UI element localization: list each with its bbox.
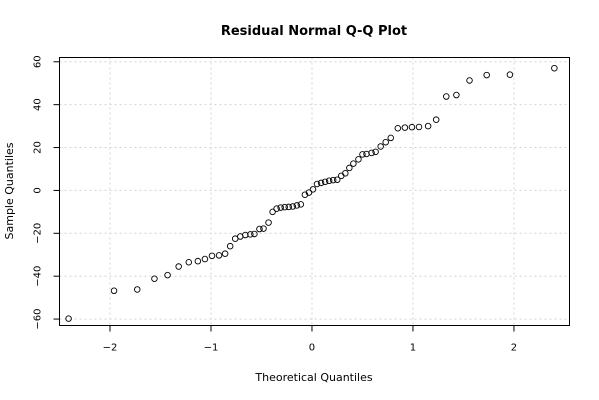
grid-lines <box>59 57 570 326</box>
y-tick-label: 20 <box>33 141 44 154</box>
data-point <box>226 242 234 250</box>
data-point <box>242 231 249 239</box>
data-point <box>175 263 182 270</box>
data-point <box>333 176 341 183</box>
data-point <box>134 286 141 293</box>
data-point <box>185 259 193 266</box>
x-axis-label: Theoretical Quantiles <box>254 371 372 384</box>
data-point <box>297 201 305 208</box>
x-tick-label: 0 <box>309 343 315 354</box>
axis-ticks: −2 −1 0 1 2 −60 −40 −20 0 20 40 60 <box>33 55 518 353</box>
x-tick-label: −1 <box>204 343 219 354</box>
data-point <box>321 178 329 186</box>
data-point <box>265 219 272 226</box>
data-point <box>164 271 171 279</box>
data-point <box>309 186 317 193</box>
data-point <box>305 189 313 196</box>
data-point <box>350 160 357 167</box>
data-point <box>329 176 337 184</box>
data-point <box>342 170 349 177</box>
data-point <box>256 225 263 233</box>
data-point <box>387 134 394 142</box>
data-point <box>65 315 72 322</box>
data-point <box>346 164 353 172</box>
data-point <box>506 71 514 78</box>
data-point <box>401 124 409 131</box>
data-point <box>201 255 209 263</box>
data-point <box>355 156 362 163</box>
data-point <box>110 287 118 295</box>
x-tick-label: 2 <box>511 343 517 354</box>
data-point <box>453 91 460 99</box>
data-point <box>277 204 284 211</box>
data-point <box>382 138 389 146</box>
data-point <box>394 125 402 132</box>
data-point <box>269 208 276 216</box>
x-tick-label: 1 <box>410 343 416 354</box>
data-point <box>408 123 416 131</box>
data-point <box>215 252 223 259</box>
data-point <box>293 202 301 209</box>
plot-frame <box>59 57 570 326</box>
data-point <box>285 203 292 211</box>
data-point <box>466 77 473 84</box>
y-tick-label: −20 <box>33 223 44 244</box>
data-point <box>415 123 423 131</box>
data-point <box>551 64 558 72</box>
data-point <box>377 143 384 150</box>
data-point <box>372 148 379 156</box>
y-tick-label: 0 <box>33 187 44 193</box>
data-point <box>281 203 288 211</box>
y-tick-label: 40 <box>33 98 44 111</box>
data-point <box>251 230 258 238</box>
x-tick-label: −2 <box>103 343 118 354</box>
data-point <box>247 231 254 238</box>
y-tick-label: −60 <box>33 309 44 330</box>
data-point <box>359 151 366 158</box>
data-point <box>260 225 267 232</box>
chart-title: Residual Normal Q-Q Plot <box>221 24 407 39</box>
y-axis-label: Sample Quantiles <box>3 142 16 239</box>
data-point <box>273 205 280 212</box>
data-point <box>368 149 375 157</box>
data-point <box>338 172 345 180</box>
y-tick-label: 60 <box>33 55 44 68</box>
data-point <box>208 252 216 260</box>
data-point <box>289 203 297 210</box>
y-tick-label: −40 <box>33 266 44 287</box>
data-point <box>313 180 321 188</box>
data-point <box>221 250 229 257</box>
data-point <box>317 179 325 187</box>
data-point <box>483 71 490 79</box>
data-point <box>151 275 158 283</box>
data-point <box>432 116 440 123</box>
data-point <box>325 177 333 185</box>
data-point <box>424 122 432 130</box>
data-point <box>194 257 202 265</box>
data-point <box>443 93 450 100</box>
data-points <box>65 64 558 322</box>
